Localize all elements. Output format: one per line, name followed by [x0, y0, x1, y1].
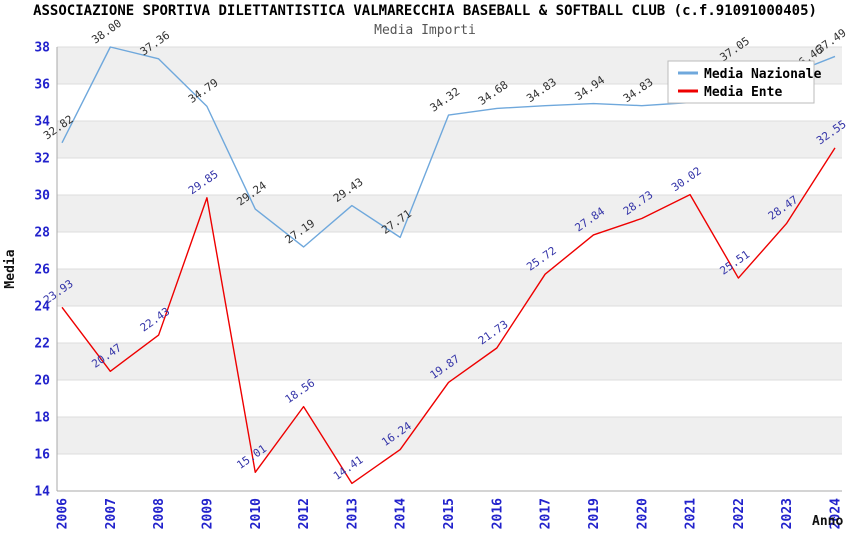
x-axis-title: Anno	[812, 514, 843, 529]
chart-subtitle: Media Importi	[374, 23, 476, 38]
x-tick-label: 2009	[200, 498, 215, 529]
legend: Media Nazionale Media Ente	[667, 60, 822, 104]
plot-band	[57, 121, 842, 158]
x-tick-label: 2015	[442, 498, 457, 529]
x-tick-label: 2006	[56, 498, 71, 529]
y-tick-label: 38	[34, 41, 50, 56]
plot-band	[57, 380, 842, 417]
y-tick-label: 14	[34, 485, 50, 500]
y-tick-label: 22	[34, 337, 50, 352]
y-tick-label: 18	[34, 411, 50, 426]
plot-band	[57, 195, 842, 232]
x-tick-label: 2012	[297, 498, 312, 529]
y-tick-label: 16	[34, 448, 50, 463]
x-tick-label: 2007	[104, 498, 119, 529]
y-tick-label: 28	[34, 226, 50, 241]
y-tick-label: 26	[34, 263, 50, 278]
legend-label-ente: Media Ente	[704, 85, 782, 100]
legend-item-media-nazionale: Media Nazionale	[678, 67, 822, 82]
plot-band	[57, 417, 842, 454]
y-axis-title: Media	[3, 249, 18, 288]
axis-lines	[56, 47, 842, 492]
x-tick-label: 2024	[829, 498, 844, 529]
legend-box	[667, 60, 815, 104]
plot-band	[57, 158, 842, 195]
y-tick-label: 32	[34, 152, 50, 167]
x-tick-label: 2017	[539, 498, 554, 529]
plot-band	[57, 343, 842, 380]
x-tick-label: 2016	[490, 498, 505, 529]
x-tick-label: 2023	[780, 498, 795, 529]
x-tick-label: 2022	[732, 498, 747, 529]
plot-band	[57, 306, 842, 343]
legend-item-media-ente: Media Ente	[678, 85, 782, 100]
series-line-media-ente	[61, 147, 836, 485]
x-tick-label: 2008	[152, 498, 167, 529]
y-tick-label: 20	[34, 374, 50, 389]
chart-title: ASSOCIAZIONE SPORTIVA DILETTANTISTICA VA…	[33, 3, 817, 19]
x-tick-label: 2021	[684, 498, 699, 529]
x-tick-label: 2013	[345, 498, 360, 529]
y-tick-label: 36	[34, 78, 50, 93]
x-axis-tick-labels: 2006 2007 2008 2009 2010 2012 2013 2014 2015 2016…	[56, 498, 844, 529]
x-tick-label: 2019	[587, 498, 602, 529]
legend-label-nazionale: Media Nazionale	[704, 67, 822, 82]
y-tick-label: 24	[34, 300, 50, 315]
x-tick-label: 2020	[635, 498, 650, 529]
y-axis-tick-labels: 38 36 34 32 30 28 26 24 22 20 18 16 14	[34, 41, 50, 500]
plot-band	[57, 269, 842, 306]
y-tick-label: 34	[34, 115, 50, 130]
plot-band	[57, 454, 842, 491]
x-tick-label: 2010	[249, 498, 264, 529]
x-tick-label: 2014	[394, 498, 409, 529]
data-point-label: 38.00	[89, 17, 124, 47]
y-tick-label: 30	[34, 189, 50, 204]
